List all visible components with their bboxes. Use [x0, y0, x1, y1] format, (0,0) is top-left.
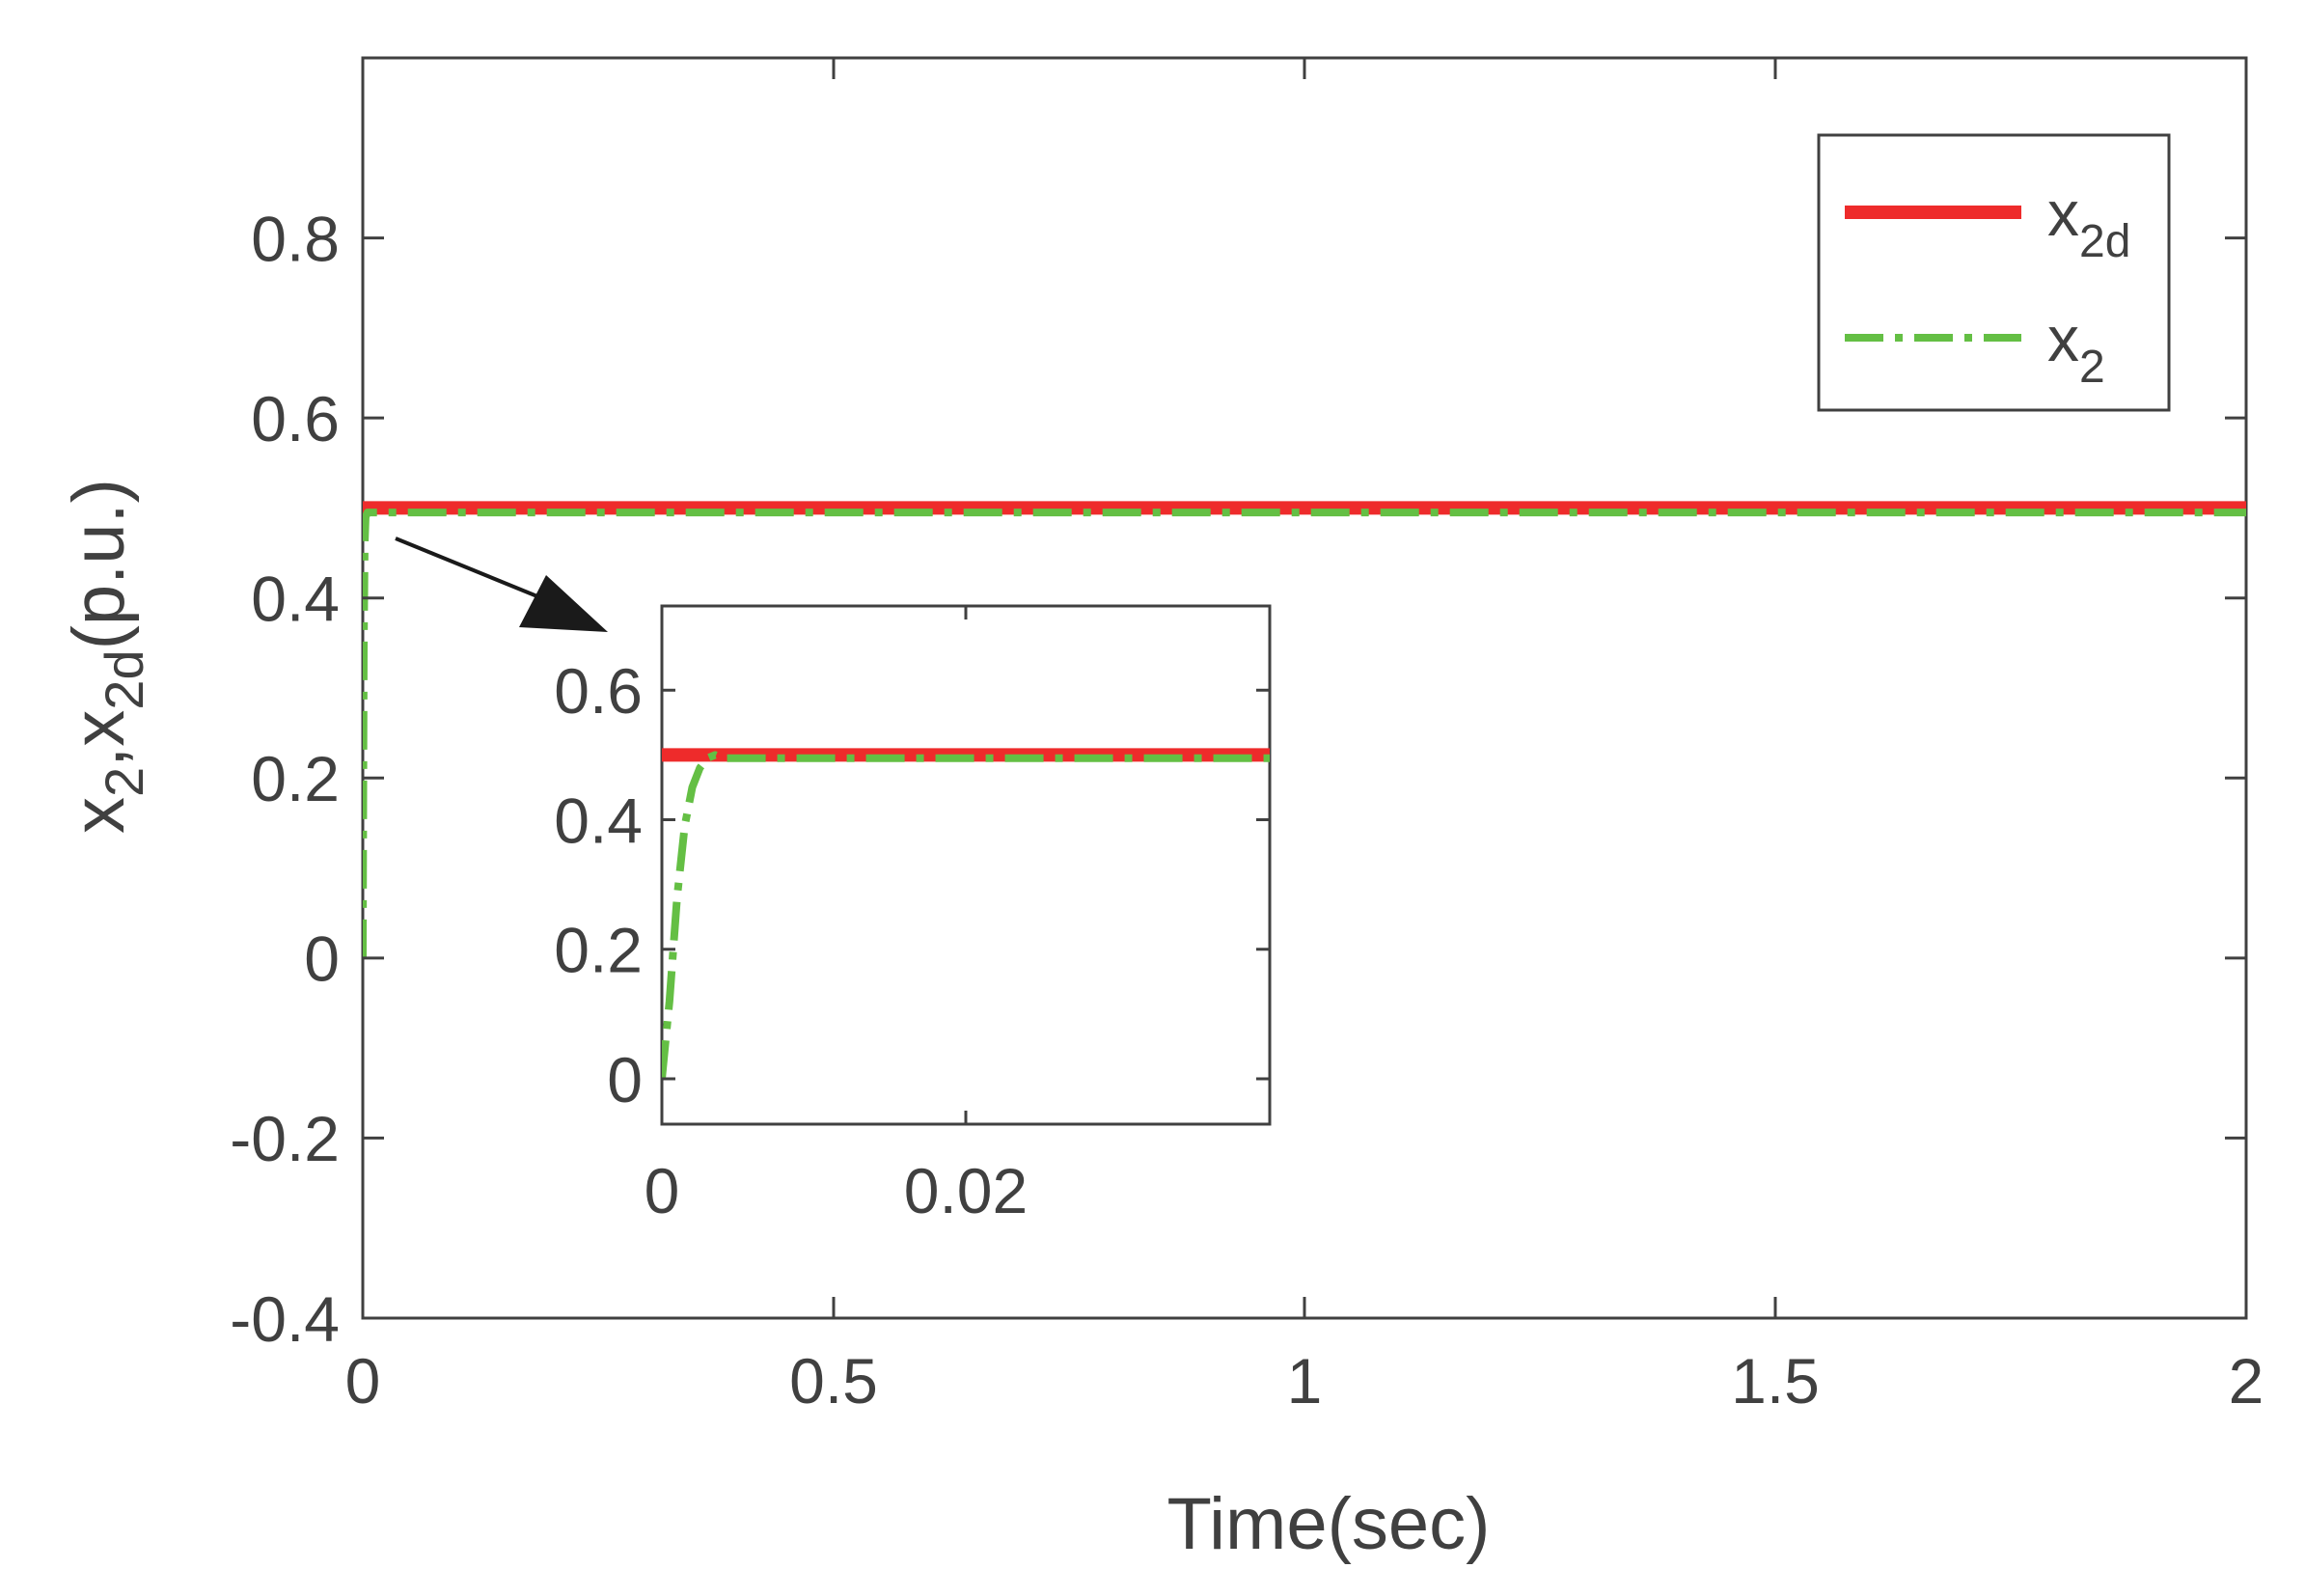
y-tick-label: 0 — [304, 923, 340, 995]
y-label-sub2: 2d — [94, 649, 154, 709]
y-axis-label: x2,x2d(p.u.) — [58, 479, 154, 834]
x-tick-label: 2 — [2229, 1345, 2264, 1417]
plot-frame — [660, 604, 1272, 1126]
inset-plot: 0 0.02 0 0.2 0.4 0.6 — [554, 604, 1272, 1226]
y-tick-label: 0.4 — [554, 784, 643, 856]
x-tick-label: 0 — [345, 1345, 381, 1417]
series-line-x2 — [363, 509, 2246, 958]
y-tick-label: 0.8 — [251, 203, 340, 274]
zoom-arrow-head — [519, 575, 608, 632]
x-tick-label: 1 — [1287, 1345, 1323, 1417]
y-tick-label: -0.2 — [230, 1103, 340, 1174]
x-axis-label: Time(sec) — [1167, 1483, 1491, 1565]
zoom-arrow-shaft — [395, 537, 555, 605]
y-tick-label: -0.4 — [230, 1283, 340, 1355]
y-tick-label: 0.2 — [554, 915, 643, 986]
y-tick-label: 0.4 — [251, 563, 340, 634]
x-tick-label: 0.5 — [789, 1345, 878, 1417]
y-label-base1: x — [58, 797, 140, 834]
y-tick-label: 0 — [607, 1044, 643, 1115]
legend-box — [1817, 133, 2171, 412]
series-line-x2 — [662, 751, 1270, 1080]
y-label-comma: , — [58, 747, 140, 767]
x-tick-label: 0 — [645, 1155, 680, 1226]
y-tick-label: 0.6 — [251, 383, 340, 454]
zoom-arrow — [395, 537, 608, 632]
y-label-base2: x — [58, 710, 140, 747]
y-tick-label: 0.2 — [251, 743, 340, 814]
x-tick-label: 0.02 — [904, 1155, 1028, 1226]
legend-label-x2d: x2d — [2047, 178, 2130, 267]
y-label-sub1: 2 — [94, 767, 154, 797]
y-label-unit: (p.u.) — [58, 479, 140, 649]
legend-label-x2: x2 — [2047, 303, 2105, 393]
x-tick-label: 1.5 — [1731, 1345, 1820, 1417]
y-tick-label: 0.6 — [554, 655, 643, 727]
